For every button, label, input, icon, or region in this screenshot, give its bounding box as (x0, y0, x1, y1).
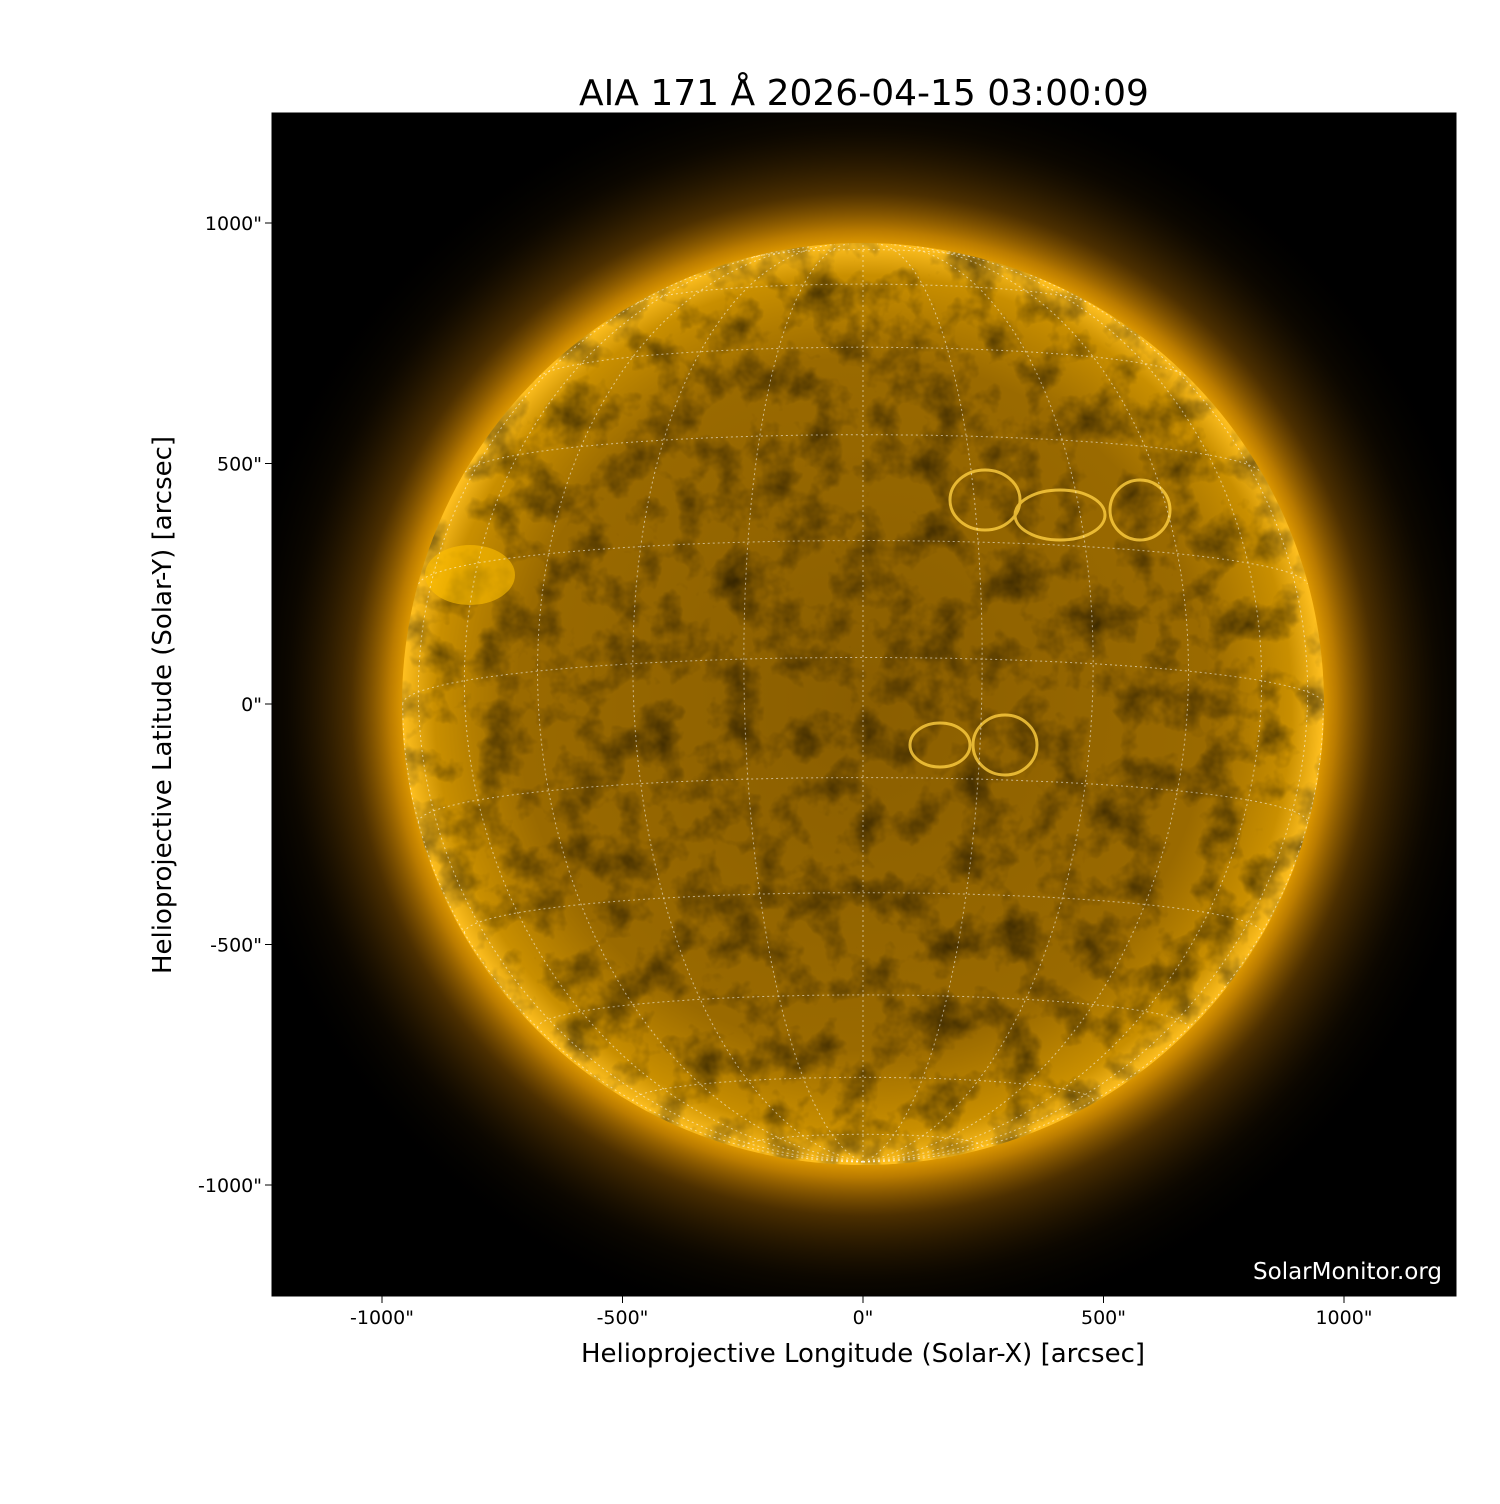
x-tick-label: 500" (1081, 1307, 1126, 1329)
longitude-line (402, 703, 864, 1163)
longitude-line (632, 244, 864, 1163)
active-region-center (908, 713, 1039, 777)
x-tick-label: 1000" (1315, 1307, 1372, 1329)
latitude-line (743, 1133, 983, 1147)
latitude-line (537, 994, 1189, 1028)
x-axis-label: Helioprojective Longitude (Solar-X) [arc… (581, 1339, 1145, 1369)
x-tick-label: 0" (853, 1307, 874, 1329)
x-tick-label: -500" (597, 1307, 649, 1329)
y-tick-label: -500" (210, 935, 262, 957)
longitude-line (463, 250, 864, 1163)
y-tick-label: 500" (217, 454, 262, 476)
y-axis-label: Helioprojective Latitude (Solar-Y) [arcs… (148, 436, 178, 974)
longitude-line (862, 274, 1309, 1163)
x-tick-label: -1000" (350, 1307, 414, 1329)
latitude-line (538, 346, 1188, 378)
watermark: SolarMonitor.org (1253, 1259, 1442, 1285)
y-tick-label: -1000" (198, 1175, 262, 1197)
latitude-line (636, 283, 1090, 304)
heliographic-grid (402, 243, 1324, 1163)
longitude-line (862, 703, 1324, 1163)
y-tick-label: 1000" (205, 213, 262, 235)
active-region-ne (948, 468, 1172, 542)
axis-ticks: -1000" -500" 0" 500" 1000" 1000" 500" 0" -500" -1… (198, 213, 1373, 1329)
plot-title: AIA 171 Å 2026-04-15 03:00:09 (579, 71, 1149, 114)
active-region-east-limb (425, 545, 515, 605)
longitude-line (862, 244, 1094, 1163)
y-tick-label: 0" (241, 694, 262, 716)
longitude-line (862, 250, 1263, 1163)
latitude-line (464, 434, 1262, 473)
longitude-line (417, 274, 864, 1163)
